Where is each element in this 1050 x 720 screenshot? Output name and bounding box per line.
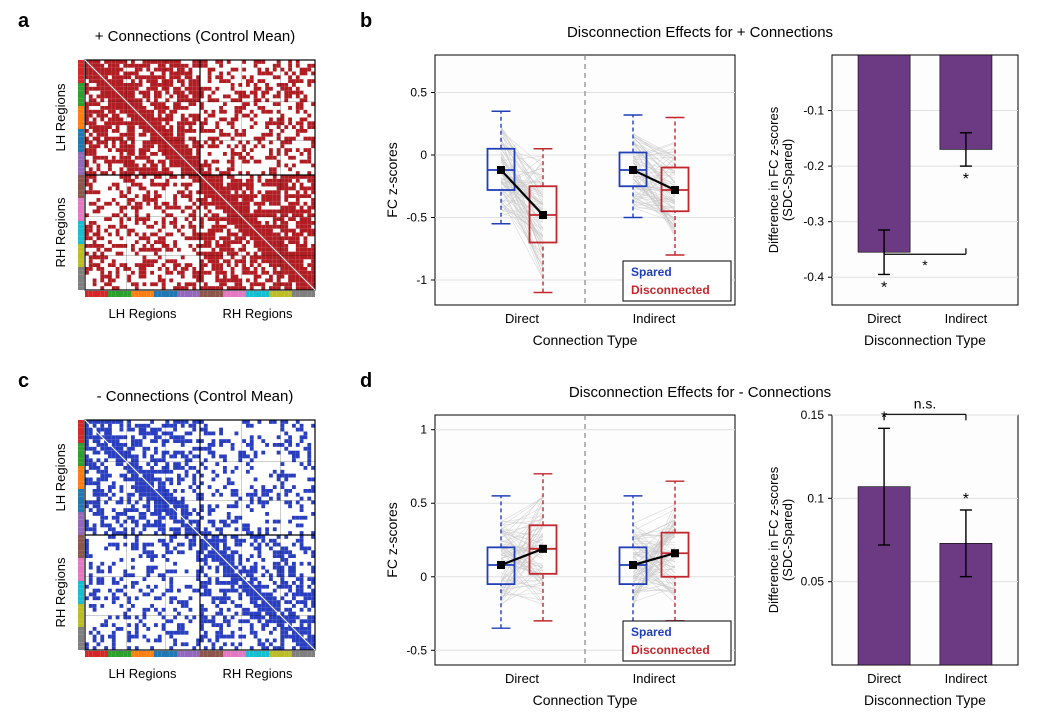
svg-text:0.5: 0.5: [410, 86, 427, 100]
svg-text:LH Regions: LH Regions: [53, 83, 68, 151]
svg-text:0: 0: [420, 570, 427, 584]
svg-text:Difference in FC z-scores: Difference in FC z-scores: [766, 466, 781, 613]
svg-text:Spared: Spared: [631, 265, 672, 279]
svg-text:0.5: 0.5: [410, 496, 427, 510]
svg-text:Indirect: Indirect: [945, 671, 988, 686]
panel-c-title: - Connections (Control Mean): [70, 388, 320, 405]
svg-text:-0.5: -0.5: [406, 211, 427, 225]
svg-text:Indirect: Indirect: [633, 311, 676, 326]
svg-text:Disconnected: Disconnected: [631, 283, 710, 297]
svg-text:FC z-scores: FC z-scores: [384, 142, 400, 217]
panel-a-title: + Connections (Control Mean): [70, 28, 320, 45]
svg-text:Indirect: Indirect: [633, 671, 676, 686]
panel-label-b: b: [360, 10, 372, 33]
svg-text:Direct: Direct: [867, 311, 901, 326]
panel-label-c: c: [18, 370, 29, 393]
svg-text:Connection Type: Connection Type: [533, 332, 638, 348]
svg-text:-1: -1: [416, 273, 427, 287]
svg-text:0.15: 0.15: [801, 408, 825, 422]
svg-text:Disconnection Type: Disconnection Type: [864, 692, 986, 708]
svg-text:*: *: [922, 257, 928, 273]
svg-text:LH Regions: LH Regions: [109, 306, 177, 321]
matrix-neg-connections: LH Regions RH Regions LH Regions RH Regions: [45, 405, 345, 715]
barplot-pos: -0.4 -0.3 -0.2 -0.1 * * Direct Indirect Disconne…: [760, 40, 1030, 360]
svg-text:LH Regions: LH Regions: [53, 443, 68, 511]
svg-text:Direct: Direct: [505, 671, 539, 686]
svg-text:0.1: 0.1: [807, 491, 824, 505]
svg-text:FC z-scores: FC z-scores: [384, 502, 400, 577]
boxplot-pos: -1 -0.5 0 0.5 Direct Indirect Connection Type F…: [380, 40, 750, 360]
svg-text:RH Regions: RH Regions: [53, 197, 68, 268]
svg-text:Difference in FC z-scores: Difference in FC z-scores: [766, 106, 781, 253]
svg-text:-0.1: -0.1: [803, 104, 824, 118]
matrix-pos-connections: LH Regions RH Regions LH Regions RH Regions: [45, 45, 345, 355]
svg-text:n.s.: n.s.: [914, 400, 937, 411]
svg-text:-0.5: -0.5: [406, 643, 427, 657]
svg-text:Direct: Direct: [505, 311, 539, 326]
svg-text:1: 1: [420, 423, 427, 437]
svg-text:LH Regions: LH Regions: [109, 666, 177, 681]
svg-text:-0.3: -0.3: [803, 215, 824, 229]
svg-text:-0.2: -0.2: [803, 159, 824, 173]
svg-text:Direct: Direct: [867, 671, 901, 686]
panel-b-title: Disconnection Effects for + Connections: [380, 24, 1020, 41]
svg-text:RH Regions: RH Regions: [53, 557, 68, 628]
svg-text:RH Regions: RH Regions: [222, 666, 293, 681]
svg-text:0.05: 0.05: [801, 575, 825, 589]
svg-text:Indirect: Indirect: [945, 311, 988, 326]
svg-text:Disconnection Type: Disconnection Type: [864, 332, 986, 348]
svg-text:Connection Type: Connection Type: [533, 692, 638, 708]
svg-text:(SDC-Spared): (SDC-Spared): [780, 139, 795, 221]
svg-text:RH Regions: RH Regions: [222, 306, 293, 321]
svg-text:-0.4: -0.4: [803, 270, 824, 284]
svg-text:0: 0: [420, 148, 427, 162]
svg-text:*: *: [963, 491, 969, 508]
barplot-neg: 0.050.10.15**DirectIndirectDisconnection…: [760, 400, 1030, 720]
panel-label-d: d: [360, 370, 372, 393]
svg-text:Disconnected: Disconnected: [631, 643, 710, 657]
svg-text:*: *: [881, 279, 887, 296]
boxplot-neg: -0.5 0 0.5 1 Direct Indirect Connection Type FC…: [380, 400, 750, 720]
panel-label-a: a: [18, 10, 29, 33]
panel-d-title: Disconnection Effects for - Connections: [380, 384, 1020, 401]
svg-text:*: *: [963, 171, 969, 188]
svg-text:(SDC-Spared): (SDC-Spared): [780, 499, 795, 581]
svg-text:Spared: Spared: [631, 625, 672, 639]
